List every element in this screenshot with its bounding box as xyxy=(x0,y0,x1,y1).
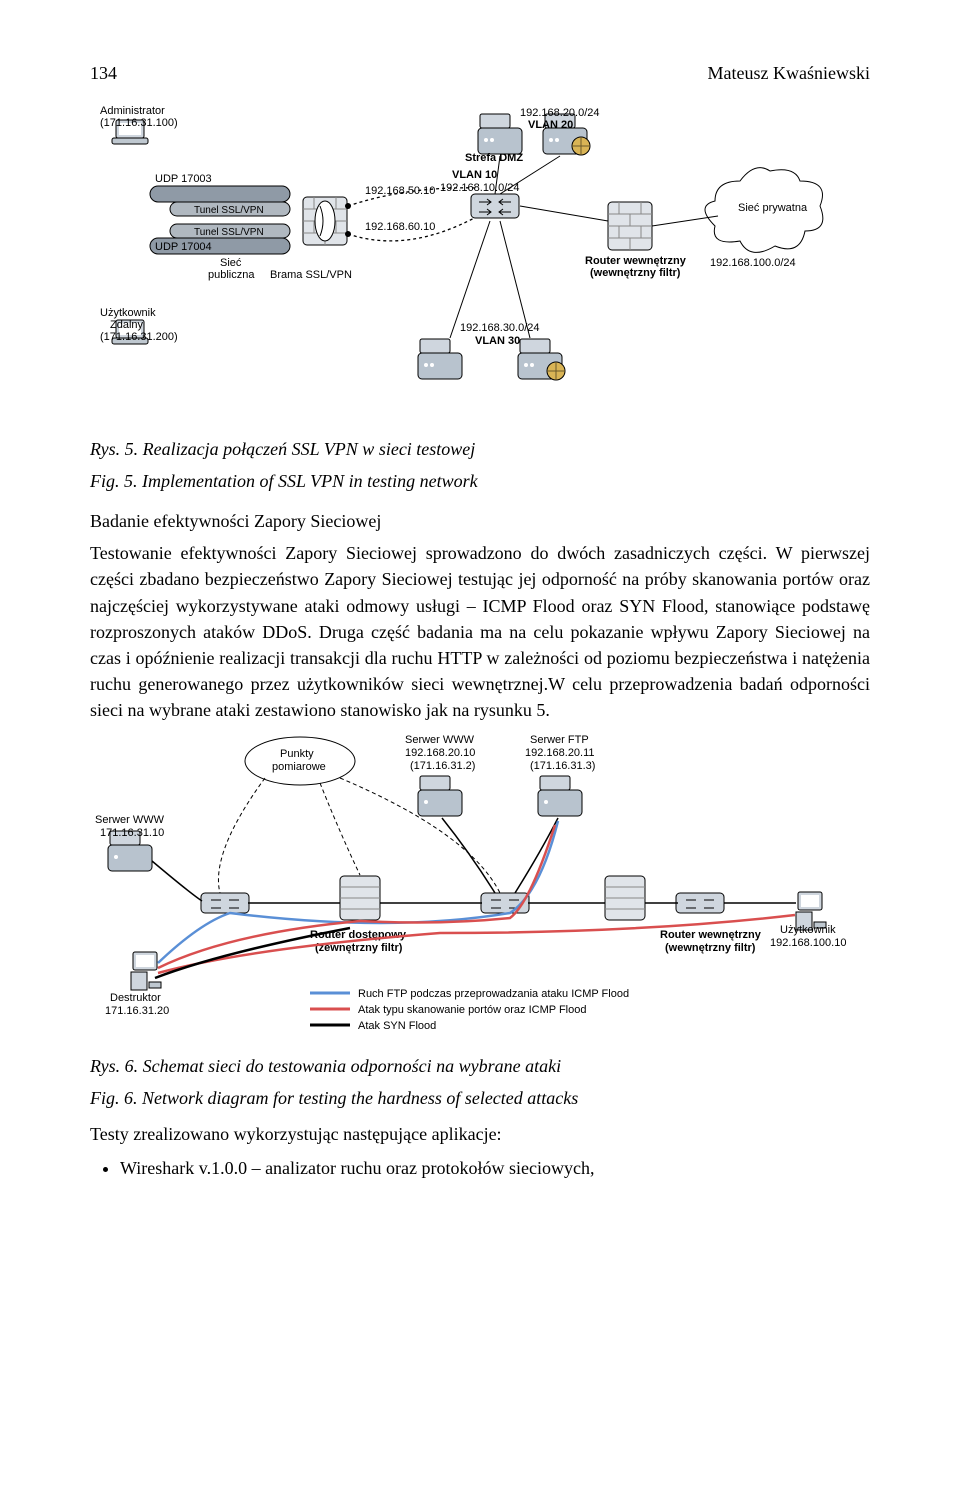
fig5-user-l1: Użytkownik xyxy=(100,307,156,319)
fig6-punkty1: Punkty xyxy=(280,748,314,760)
fig6-uzytk2: 192.168.100.10 xyxy=(770,937,846,949)
fig5-caption-pl: Rys. 5. Realizacja połączeń SSL VPN w si… xyxy=(90,436,870,462)
fig5-vlan30: VLAN 30 xyxy=(475,335,520,347)
fig5-privip: 192.168.100.0/24 xyxy=(710,257,796,269)
fig6-wwwext2: 171.16.31.10 xyxy=(100,827,164,839)
fig5-vlan10: VLAN 10 xyxy=(452,169,497,181)
fig5-admin-ip: (171.16.31.100) xyxy=(100,117,178,129)
fig6-legend2: Atak typu skanowanie portów oraz ICMP Fl… xyxy=(358,1004,586,1016)
fig6-caption-pl: Rys. 6. Schemat sieci do testowania odpo… xyxy=(90,1053,870,1079)
fig6-legend1: Ruch FTP podczas przeprowadzania ataku I… xyxy=(358,988,629,1000)
paragraph-1: Testowanie efektywności Zapory Sieciowej… xyxy=(90,540,870,723)
fig6-rwew1: Router wewnętrzny xyxy=(660,929,762,941)
fig5-siecpub1: Sieć xyxy=(220,257,242,269)
bullet-list: Wireshark v.1.0.0 – analizator ruchu ora… xyxy=(90,1155,870,1181)
subheading-1: Badanie efektywności Zapory Sieciowej xyxy=(90,508,870,534)
fig5-vlan20: VLAN 20 xyxy=(528,119,573,131)
fig6-punkty2: pomiarowe xyxy=(272,761,326,773)
bullet-1: Wireshark v.1.0.0 – analizator ruchu ora… xyxy=(120,1155,870,1181)
fig6-destr2: 171.16.31.20 xyxy=(105,1005,169,1017)
fig6-caption-en: Fig. 6. Network diagram for testing the … xyxy=(90,1085,870,1111)
fig5-tunnel2: Tunel SSL/VPN xyxy=(194,227,264,238)
fig5-tunnel1: Tunel SSL/VPN xyxy=(194,205,264,216)
fig5-user-l3: (171.16.31.200) xyxy=(100,331,178,343)
fig5-caption-en: Fig. 5. Implementation of SSL VPN in tes… xyxy=(90,468,870,494)
fig5-admin-label: Administrator xyxy=(100,106,165,117)
fig6-ftp-l2: 192.168.20.11 xyxy=(525,747,595,759)
figure-5: Administrator (171.16.31.100) Użytkownik… xyxy=(90,106,870,426)
fig5-siecpub2: publiczna xyxy=(208,269,255,281)
fig5-vlan20ip: 192.168.20.0/24 xyxy=(520,107,600,119)
fig5-udp1: UDP 17003 xyxy=(155,173,212,185)
fig6-uzytk1: Użytkownik xyxy=(780,924,836,936)
fig6-legend3: Atak SYN Flood xyxy=(358,1020,436,1032)
fig5-router1: Router wewnętrzny xyxy=(585,255,687,267)
fig5-priv: Sieć prywatna xyxy=(738,202,808,214)
fig6-www-l1: Serwer WWW xyxy=(405,734,475,746)
fig5-vlan30ip: 192.168.30.0/24 xyxy=(460,322,540,334)
fig6-ftp-l3: (171.16.31.3) xyxy=(530,760,595,772)
fig5-udp2: UDP 17004 xyxy=(155,241,212,253)
fig5-brama: Brama SSL/VPN xyxy=(270,269,352,281)
fig6-wwwext1: Serwer WWW xyxy=(95,814,165,826)
paragraph-2: Testy zrealizowano wykorzystując następu… xyxy=(90,1121,870,1147)
fig5-dmz: Strefa DMZ xyxy=(465,152,523,164)
fig6-www-l3: (171.16.31.2) xyxy=(410,760,475,772)
author-name: Mateusz Kwaśniewski xyxy=(708,60,870,86)
page-number: 134 xyxy=(90,60,117,86)
fig5-user-l2: Zdalny xyxy=(110,319,144,331)
page-header: 134 Mateusz Kwaśniewski xyxy=(90,60,870,86)
fig6-www-l2: 192.168.20.10 xyxy=(405,747,475,759)
fig6-ftp-l1: Serwer FTP xyxy=(530,734,589,746)
fig5-ip10: 192.168.10.0/24 xyxy=(440,182,520,194)
fig6-rwew2: (wewnętrzny filtr) xyxy=(665,942,756,954)
figure-6: Punkty pomiarowe Serwer WWW 192.168.20.1… xyxy=(90,733,870,1043)
fig5-ip50: 192.168.50.10 xyxy=(365,185,435,197)
fig5-router2: (wewnętrzny filtr) xyxy=(590,267,681,279)
fig5-ip60: 192.168.60.10 xyxy=(365,221,435,233)
fig6-destr1: Destruktor xyxy=(110,992,161,1004)
